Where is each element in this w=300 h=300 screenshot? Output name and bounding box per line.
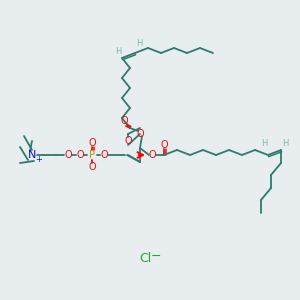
Text: O: O	[120, 116, 128, 126]
Text: H: H	[115, 46, 121, 56]
Text: +: +	[36, 154, 42, 164]
Text: Cl: Cl	[139, 251, 151, 265]
Text: H: H	[136, 40, 142, 49]
Text: O: O	[88, 138, 96, 148]
Text: O: O	[88, 162, 96, 172]
Text: O: O	[76, 150, 84, 160]
Text: O: O	[160, 140, 168, 150]
Text: O: O	[64, 150, 72, 160]
Text: O: O	[100, 150, 108, 160]
Text: P: P	[89, 150, 95, 160]
Text: O: O	[124, 136, 132, 146]
Text: O: O	[136, 129, 144, 139]
Text: H: H	[261, 139, 267, 148]
Text: N: N	[28, 150, 36, 160]
Text: −: −	[151, 250, 161, 262]
Text: O: O	[148, 150, 156, 160]
Text: H: H	[282, 139, 288, 148]
